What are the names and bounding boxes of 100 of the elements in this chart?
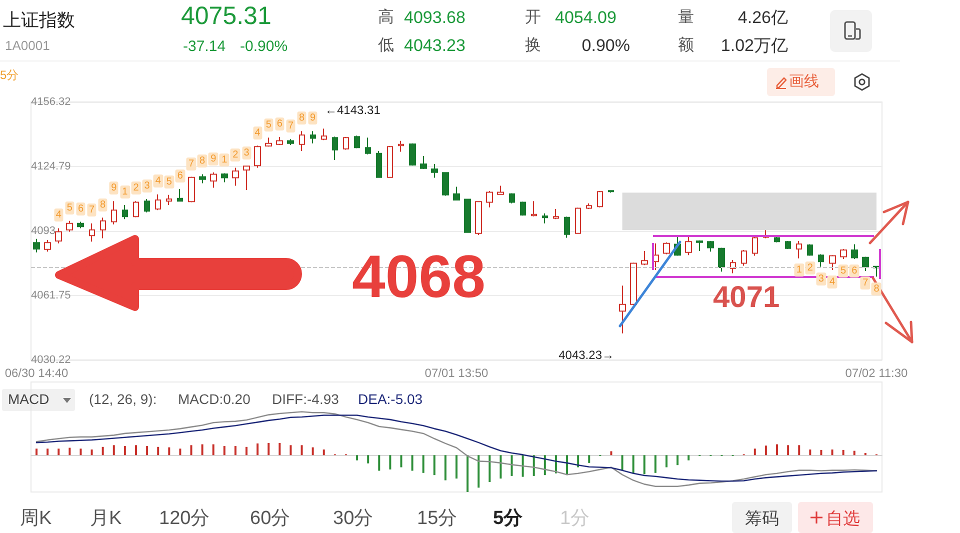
text: 量 bbox=[678, 9, 694, 26]
bar bbox=[179, 448, 182, 456]
text: 8 bbox=[200, 156, 206, 167]
bar bbox=[776, 444, 778, 456]
candlestick bbox=[575, 207, 581, 234]
candlestick bbox=[89, 222, 95, 242]
bar bbox=[300, 445, 303, 456]
candlestick bbox=[155, 194, 161, 211]
candlestick bbox=[807, 244, 813, 256]
candlestick bbox=[752, 236, 758, 256]
candlestick bbox=[586, 202, 592, 210]
text: 4 bbox=[254, 127, 260, 138]
bar bbox=[831, 450, 834, 456]
text: 3 bbox=[144, 180, 150, 192]
annotation: ←4143.31 bbox=[325, 103, 380, 117]
candlestick bbox=[122, 204, 128, 220]
chart-title: MACD bbox=[8, 391, 50, 407]
x-tick-label: 07/02 11:30 bbox=[845, 366, 908, 380]
candlestick bbox=[464, 198, 471, 234]
text: 换 bbox=[525, 37, 541, 54]
text: 低 bbox=[378, 37, 394, 54]
text: 4 bbox=[56, 210, 62, 221]
candlestick bbox=[77, 221, 84, 229]
candlestick bbox=[265, 137, 272, 148]
bar bbox=[809, 450, 812, 456]
candlestick bbox=[365, 137, 371, 155]
text: 120分 bbox=[159, 508, 210, 529]
candlestick bbox=[829, 254, 836, 271]
text: 8 bbox=[100, 199, 106, 210]
bar bbox=[46, 448, 49, 456]
bar bbox=[588, 455, 590, 463]
candlestick bbox=[44, 239, 51, 252]
candlestick bbox=[343, 136, 349, 150]
bar bbox=[290, 445, 292, 456]
bar bbox=[864, 452, 866, 456]
bar bbox=[234, 446, 236, 456]
text: 月K bbox=[90, 508, 122, 529]
candlestick bbox=[376, 150, 382, 178]
bar bbox=[102, 446, 104, 456]
text: 4075.31 bbox=[181, 2, 272, 30]
candlestick bbox=[55, 228, 62, 244]
candlestick bbox=[100, 217, 106, 239]
candlestick bbox=[243, 165, 250, 191]
bar bbox=[688, 455, 690, 460]
text: -0.90% bbox=[240, 38, 288, 55]
bar bbox=[157, 446, 160, 456]
candlestick bbox=[497, 185, 504, 196]
bar bbox=[522, 455, 524, 477]
text: -37.14 bbox=[183, 38, 226, 55]
bar bbox=[500, 455, 502, 479]
text: 开 bbox=[525, 9, 541, 26]
bar bbox=[621, 455, 624, 470]
text: 5 bbox=[840, 265, 846, 276]
text: 6 bbox=[852, 265, 858, 276]
text: 9 bbox=[111, 182, 117, 194]
candlestick bbox=[188, 176, 195, 203]
bar bbox=[256, 443, 259, 456]
text: 4 bbox=[829, 276, 836, 288]
candlestick bbox=[199, 174, 206, 184]
text: 自选 bbox=[826, 509, 860, 528]
candlestick bbox=[133, 200, 139, 218]
y-tick-label: 4061.75 bbox=[31, 289, 71, 302]
text: 1.02万亿 bbox=[720, 36, 788, 55]
text: 30分 bbox=[333, 508, 374, 529]
bar bbox=[764, 446, 767, 456]
y-tick-label: 4093 bbox=[31, 225, 56, 237]
bar bbox=[223, 446, 226, 456]
candlestick bbox=[398, 140, 404, 152]
bar bbox=[787, 445, 790, 456]
bar bbox=[842, 450, 844, 456]
candlestick bbox=[520, 201, 526, 216]
candlestick bbox=[321, 128, 327, 141]
y-tick-label: 4156.32 bbox=[31, 96, 71, 108]
text: (12, 26, 9): bbox=[89, 391, 157, 407]
text: 4 bbox=[155, 176, 161, 187]
candlestick bbox=[531, 200, 537, 217]
candlestick bbox=[66, 220, 73, 232]
bar bbox=[36, 448, 38, 456]
bar bbox=[433, 455, 436, 476]
text: 画线 bbox=[789, 73, 819, 90]
text: 1A0001 bbox=[5, 38, 50, 53]
bar bbox=[754, 448, 756, 456]
candlestick bbox=[597, 190, 603, 208]
bar bbox=[610, 451, 612, 456]
candlestick bbox=[707, 240, 714, 252]
bar bbox=[201, 444, 204, 456]
text: 5分 bbox=[0, 68, 19, 82]
bar bbox=[820, 450, 822, 456]
bar bbox=[488, 455, 491, 482]
text: 8 bbox=[874, 283, 880, 294]
candlestick bbox=[409, 142, 416, 166]
x-tick-label: 06/30 14:40 bbox=[4, 366, 69, 380]
candlestick bbox=[387, 146, 393, 178]
text: 1 bbox=[796, 264, 802, 276]
annotation: 4043.23→ bbox=[558, 348, 614, 362]
bar bbox=[212, 444, 214, 456]
candlestick bbox=[232, 167, 239, 186]
candlestick bbox=[774, 236, 780, 243]
candlestick bbox=[486, 190, 493, 208]
candlestick bbox=[310, 130, 316, 144]
